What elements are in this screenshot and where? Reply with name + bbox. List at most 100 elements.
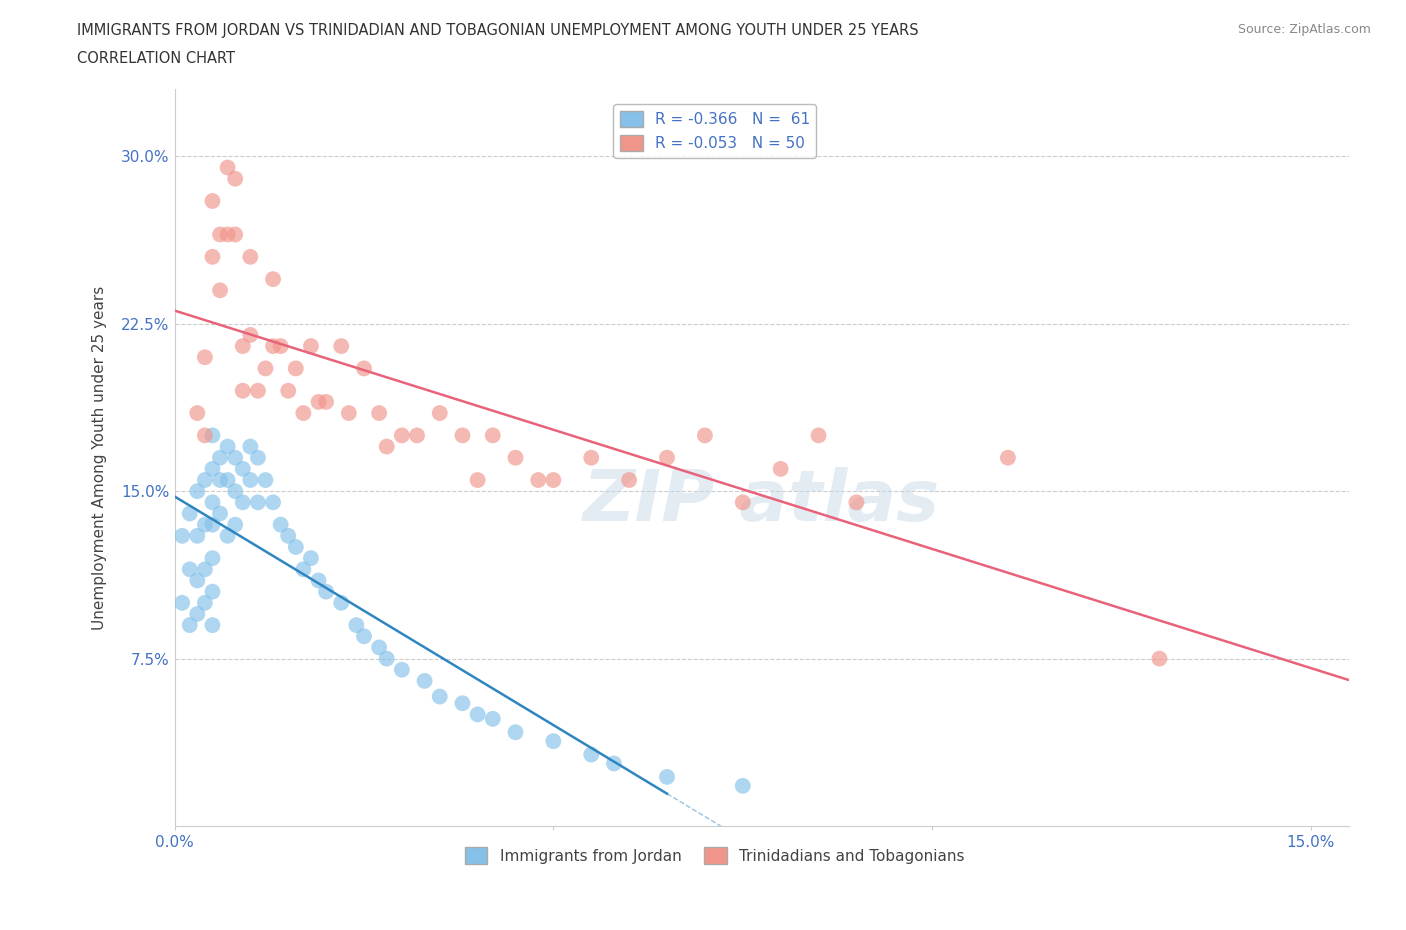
Point [769, 461, 792, 476]
Point [406, 428, 429, 443]
Point [217, 472, 239, 487]
Point [693, 428, 716, 443]
Point [239, 439, 262, 454]
Point [391, 662, 413, 677]
Point [481, 711, 503, 726]
Point [603, 756, 626, 771]
Point [277, 383, 299, 398]
Point [368, 405, 391, 420]
Point [353, 629, 375, 644]
Point [617, 472, 640, 487]
Point [845, 495, 868, 510]
Point [308, 573, 330, 588]
Point [201, 584, 224, 599]
Point [224, 171, 246, 186]
Point [505, 450, 527, 465]
Point [186, 484, 208, 498]
Point [292, 405, 315, 420]
Point [262, 495, 284, 510]
Point [208, 506, 231, 521]
Point [284, 539, 307, 554]
Point [217, 227, 239, 242]
Point [246, 450, 269, 465]
Point [179, 562, 201, 577]
Point [655, 450, 678, 465]
Point [413, 673, 436, 688]
Point [731, 495, 754, 510]
Point [194, 350, 217, 365]
Point [186, 528, 208, 543]
Point [201, 517, 224, 532]
Point [194, 428, 217, 443]
Point [451, 428, 474, 443]
Point [337, 405, 360, 420]
Point [731, 778, 754, 793]
Point [224, 484, 246, 498]
Text: ZIP atlas: ZIP atlas [583, 468, 941, 537]
Legend: Immigrants from Jordan, Trinidadians and Tobagonians: Immigrants from Jordan, Trinidadians and… [458, 841, 972, 870]
Point [194, 517, 217, 532]
Point [201, 461, 224, 476]
Y-axis label: Unemployment Among Youth under 25 years: Unemployment Among Youth under 25 years [93, 286, 107, 630]
Point [344, 618, 367, 632]
Point [481, 428, 503, 443]
Point [505, 724, 527, 739]
Point [292, 562, 315, 577]
Point [451, 696, 474, 711]
Point [1149, 651, 1171, 666]
Point [232, 339, 254, 353]
Point [429, 689, 451, 704]
Point [581, 450, 603, 465]
Point [208, 472, 231, 487]
Point [807, 428, 830, 443]
Point [208, 227, 231, 242]
Point [201, 193, 224, 208]
Point [270, 517, 292, 532]
Point [330, 339, 353, 353]
Point [232, 383, 254, 398]
Point [429, 405, 451, 420]
Point [308, 394, 330, 409]
Point [179, 506, 201, 521]
Point [186, 573, 208, 588]
Point [315, 584, 337, 599]
Point [375, 651, 398, 666]
Point [246, 495, 269, 510]
Point [299, 551, 322, 565]
Point [201, 495, 224, 510]
Point [353, 361, 375, 376]
Point [232, 495, 254, 510]
Point [201, 618, 224, 632]
Point [186, 606, 208, 621]
Point [277, 528, 299, 543]
Point [186, 405, 208, 420]
Point [467, 707, 489, 722]
Point [270, 339, 292, 353]
Point [224, 450, 246, 465]
Point [217, 528, 239, 543]
Point [239, 472, 262, 487]
Point [262, 272, 284, 286]
Point [284, 361, 307, 376]
Point [330, 595, 353, 610]
Point [217, 160, 239, 175]
Point [254, 361, 277, 376]
Point [543, 472, 565, 487]
Point [239, 249, 262, 264]
Point [655, 769, 678, 784]
Point [201, 249, 224, 264]
Text: CORRELATION CHART: CORRELATION CHART [77, 51, 235, 66]
Point [391, 428, 413, 443]
Point [254, 472, 277, 487]
Point [194, 472, 217, 487]
Point [467, 472, 489, 487]
Point [201, 551, 224, 565]
Text: IMMIGRANTS FROM JORDAN VS TRINIDADIAN AND TOBAGONIAN UNEMPLOYMENT AMONG YOUTH UN: IMMIGRANTS FROM JORDAN VS TRINIDADIAN AN… [77, 23, 920, 38]
Point [201, 428, 224, 443]
Point [172, 595, 194, 610]
Point [246, 383, 269, 398]
Text: Source: ZipAtlas.com: Source: ZipAtlas.com [1237, 23, 1371, 36]
Point [208, 450, 231, 465]
Point [194, 562, 217, 577]
Point [217, 439, 239, 454]
